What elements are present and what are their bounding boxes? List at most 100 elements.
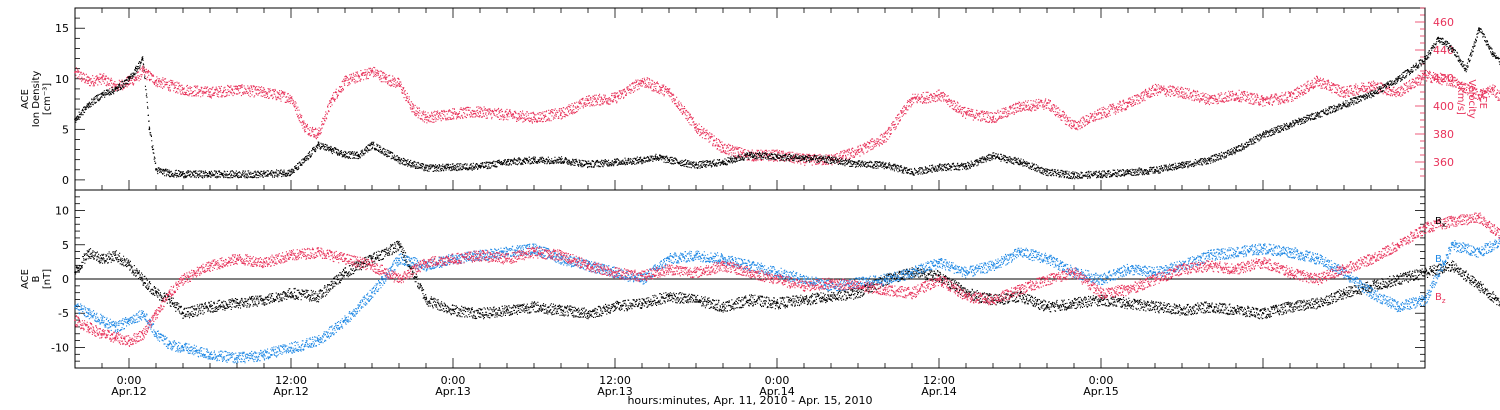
density-series-point	[1397, 77, 1399, 80]
velocity-tick-label: 360	[1433, 156, 1454, 169]
bz-series-point	[479, 254, 481, 256]
density-series-point	[668, 158, 670, 161]
bx-series-point	[1181, 308, 1183, 311]
bz-series-point	[1154, 278, 1156, 280]
density-series-point	[290, 170, 292, 173]
density-series-point	[1424, 57, 1426, 60]
velocity-series-point	[614, 96, 616, 99]
bx-series-point	[1208, 305, 1210, 308]
density-series-point	[101, 93, 103, 95]
density-axis-label: ACE Ion Density [cm⁻³]	[20, 71, 53, 128]
density-series-point	[533, 158, 535, 161]
density-velocity-panel: 051015360380400420440460ACEIon Density[c…	[20, 7, 1500, 191]
by-series-point	[1127, 267, 1129, 270]
bz-series-point	[695, 271, 697, 274]
by-series	[74, 237, 1500, 364]
velocity-series-point	[1100, 112, 1102, 114]
velocity-series-point	[911, 98, 913, 100]
bx-series-point	[128, 264, 130, 267]
bz-series-point	[1262, 261, 1264, 263]
bx-series-point	[1424, 271, 1426, 274]
velocity-series	[74, 65, 1500, 166]
by-series-point	[1451, 243, 1453, 246]
density-series-point	[425, 166, 427, 169]
velocity-series-point	[371, 70, 373, 72]
velocity-series-point	[722, 147, 724, 149]
density-series-point	[134, 67, 137, 70]
velocity-series-point	[134, 77, 137, 79]
bz-series-point	[965, 295, 967, 297]
density-series-point	[911, 170, 913, 173]
bx-series-point	[560, 308, 562, 311]
bx-series-point	[1154, 305, 1156, 308]
bx-series-point	[1100, 298, 1102, 301]
b-tick-label: 10	[55, 205, 69, 218]
velocity-series-point	[641, 79, 643, 82]
legend-subscript: y	[1442, 259, 1446, 267]
bx-series-point	[938, 274, 940, 277]
density-tick-label: 10	[55, 73, 69, 86]
by-series-point	[1424, 298, 1426, 301]
bz-series-point	[101, 332, 103, 335]
bz-series-point	[344, 257, 346, 260]
bx-series-point	[182, 312, 184, 315]
bx-series-point	[317, 295, 319, 297]
velocity-series-point	[1235, 93, 1237, 96]
velocity-series-point	[263, 91, 265, 93]
bz-series-point	[776, 278, 778, 280]
b-axis-label: ACE B [nT]	[20, 269, 53, 289]
bx-series-point	[1289, 305, 1291, 308]
bz-series-point	[1424, 226, 1426, 229]
velocity-series-point	[87, 79, 90, 82]
velocity-series-point	[1046, 102, 1048, 105]
bx-series-point	[533, 305, 535, 308]
b-axis-label-line: B	[31, 275, 42, 282]
legend-bx: Bx	[1435, 216, 1446, 229]
by-series-point	[911, 271, 913, 274]
density-series-point	[1208, 158, 1210, 161]
bz-series-point	[884, 288, 886, 291]
bx-series-point	[101, 257, 103, 260]
bz-series-point	[560, 254, 562, 256]
by-series-point	[1316, 257, 1318, 260]
bz-series-point	[1019, 288, 1021, 291]
bx-series-point	[1451, 264, 1453, 267]
x-tick-label-date: Apr.14	[921, 385, 957, 398]
b-tick-label: 0	[62, 273, 69, 286]
bz-series-point	[857, 284, 859, 287]
density-series-point	[938, 165, 940, 168]
bx-series-point	[695, 298, 697, 301]
x-tick-label-date: Apr.12	[111, 385, 147, 398]
by-series-point	[317, 339, 319, 342]
velocity-series-point	[992, 116, 994, 119]
bz-series-point	[452, 257, 454, 260]
bz-series-point	[141, 332, 144, 335]
by-series-point	[114, 326, 117, 328]
density-axis-label-line: Ion Density	[31, 71, 42, 128]
bx-series-point	[857, 291, 859, 294]
bx-series-point	[749, 298, 751, 301]
bz-series-point	[155, 312, 157, 315]
by-series-point	[506, 250, 508, 253]
bz-series-point	[128, 339, 130, 342]
density-series-point	[614, 160, 616, 163]
density-series-point	[1343, 103, 1345, 105]
velocity-series-point	[1262, 99, 1264, 102]
velocity-series-point	[1478, 93, 1480, 96]
density-series-point	[857, 162, 859, 165]
by-series-point	[1262, 247, 1264, 250]
velocity-series-point	[1181, 91, 1183, 93]
bz-series-point	[641, 274, 643, 277]
velocity-series-point	[330, 98, 333, 100]
bx-series-point	[155, 291, 157, 294]
bx-series-point	[209, 305, 211, 308]
density-series-point	[830, 158, 832, 161]
bx-series-point	[236, 302, 238, 304]
by-series-point	[1478, 250, 1480, 253]
velocity-series-point	[1370, 84, 1372, 86]
density-series-point	[1478, 27, 1480, 30]
bz-series-point	[749, 271, 751, 274]
bx-series-point	[141, 278, 144, 280]
bx-series-point	[1397, 278, 1399, 280]
